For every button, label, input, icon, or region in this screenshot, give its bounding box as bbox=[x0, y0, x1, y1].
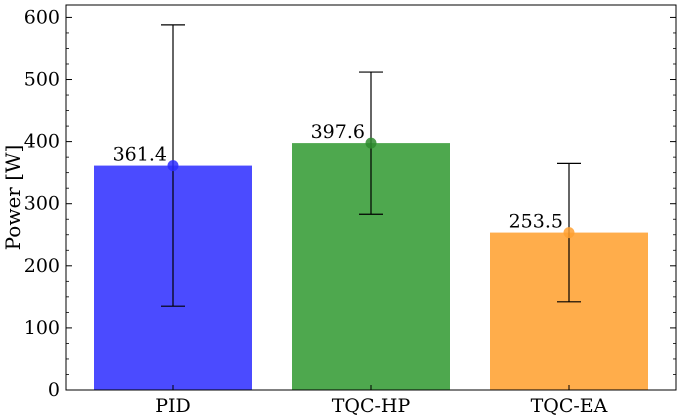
data-label-tqc-ea: 253.5 bbox=[509, 211, 563, 233]
y-tick-label-400: 400 bbox=[24, 131, 60, 153]
data-labels-layer: 361.4 397.6 253.5 bbox=[113, 121, 563, 232]
marker-pid bbox=[167, 160, 179, 172]
markers-layer bbox=[167, 137, 575, 239]
y-tick-label-200: 200 bbox=[24, 255, 60, 277]
y-tick-label-300: 300 bbox=[24, 193, 60, 215]
y-tick-label-600: 600 bbox=[24, 6, 60, 28]
y-tick-label-100: 100 bbox=[24, 317, 60, 339]
x-tick-label-tqc-hp: TQC-HP bbox=[332, 395, 411, 417]
y-axis: 0 100 200 300 400 500 600 bbox=[24, 6, 676, 401]
marker-tqc-ea bbox=[563, 227, 575, 239]
y-tick-label-500: 500 bbox=[24, 69, 60, 91]
marker-tqc-hp bbox=[365, 137, 377, 149]
y-axis-title: Power [W] bbox=[1, 145, 25, 251]
y-tick-label-0: 0 bbox=[48, 379, 60, 401]
data-label-pid: 361.4 bbox=[113, 144, 167, 166]
x-tick-label-pid: PID bbox=[155, 395, 191, 417]
x-axis: PID TQC-HP TQC-EA bbox=[155, 385, 608, 417]
data-label-tqc-hp: 397.6 bbox=[311, 121, 365, 143]
x-tick-label-tqc-ea: TQC-EA bbox=[531, 395, 608, 417]
